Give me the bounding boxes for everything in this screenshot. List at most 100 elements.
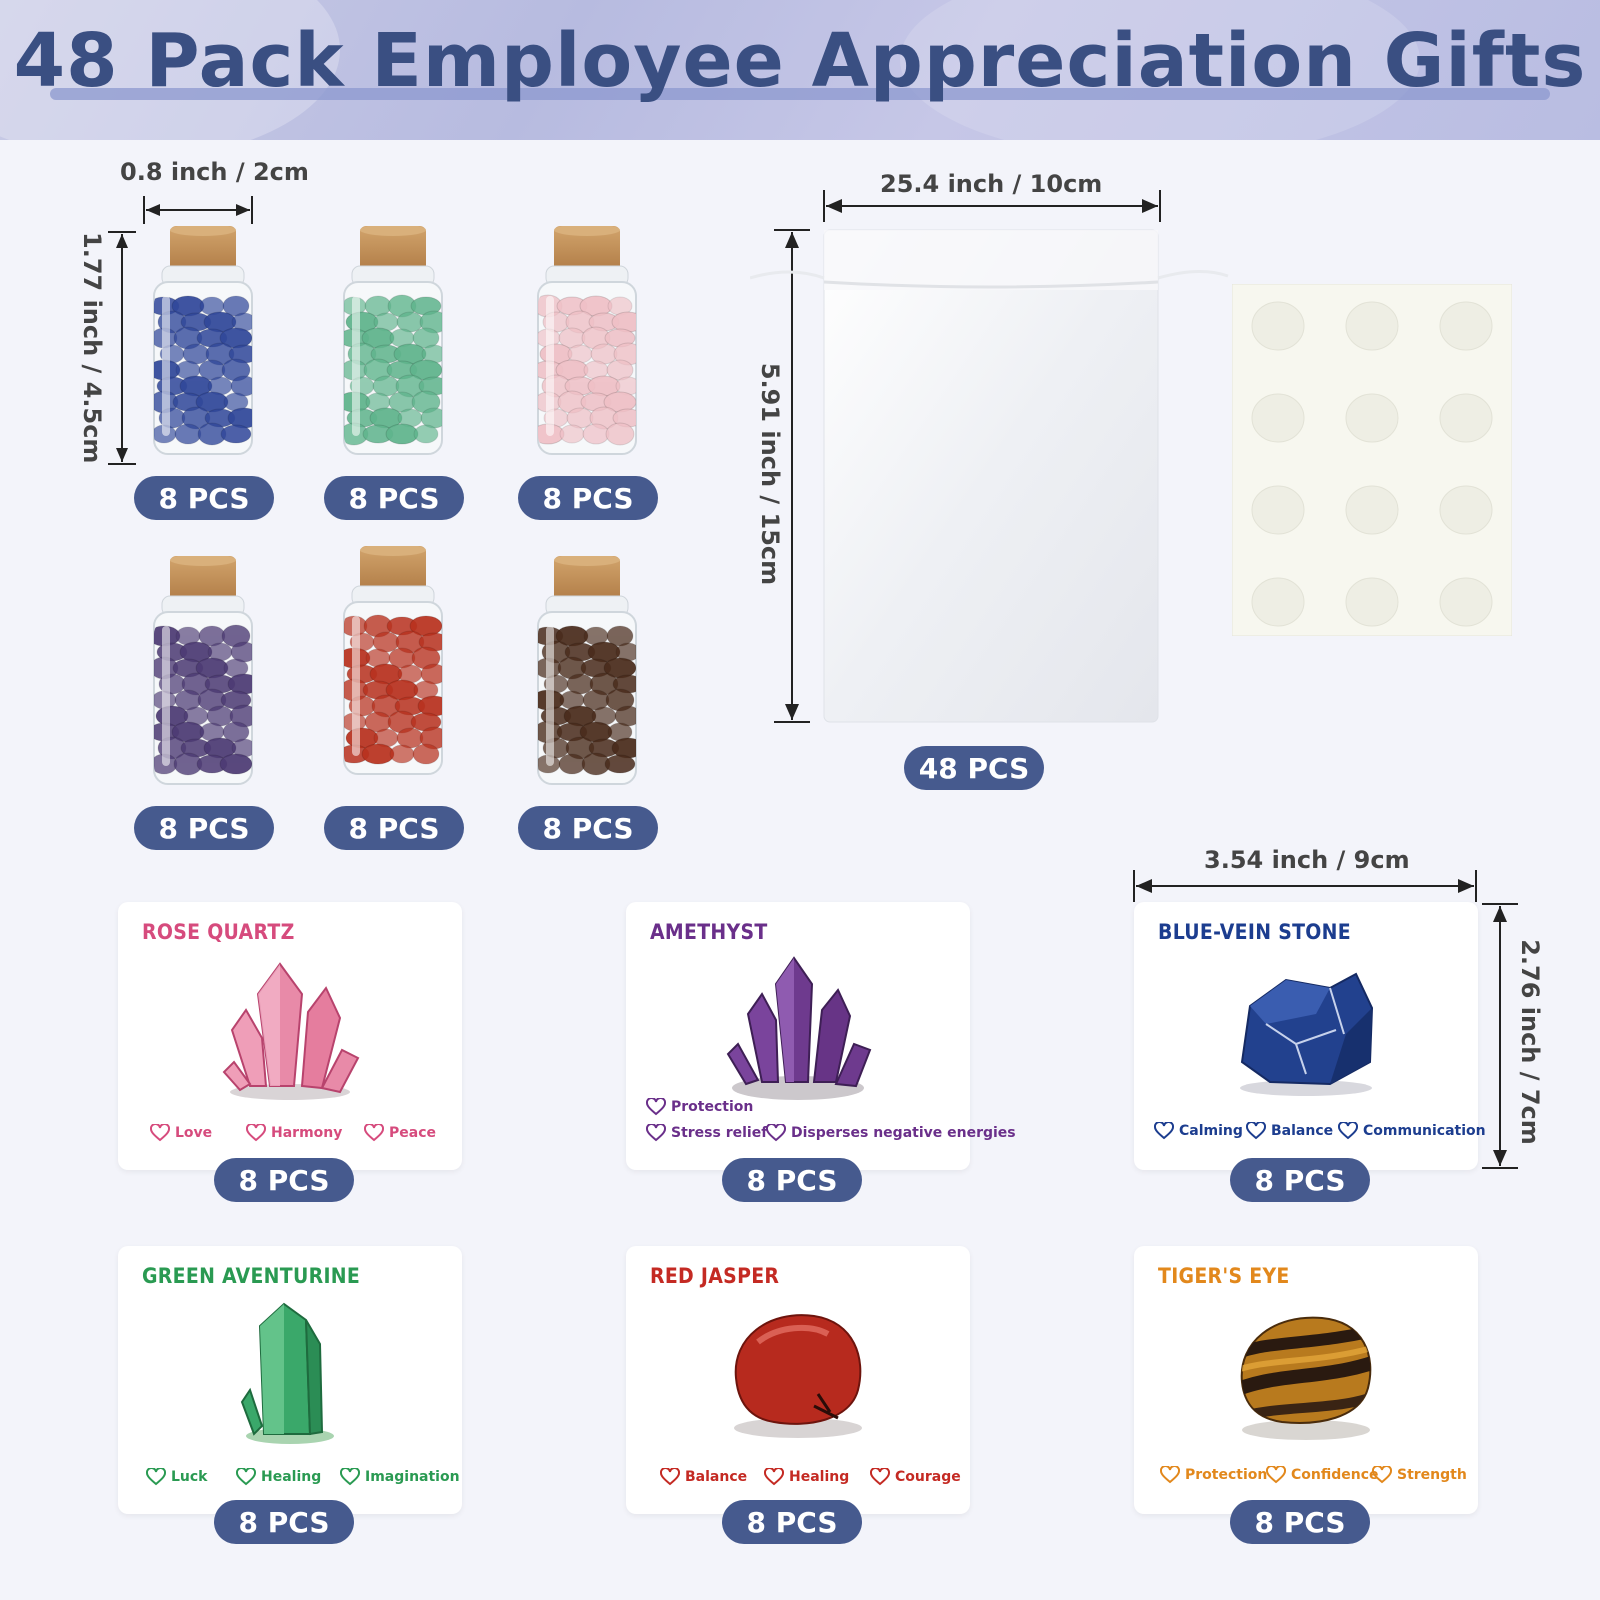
jar-quantity-badge: 8 PCS bbox=[324, 476, 464, 520]
card-title: TIGER'S EYE bbox=[1158, 1264, 1290, 1288]
card-property-label: Calming bbox=[1179, 1123, 1243, 1139]
jar-sodalite bbox=[148, 224, 258, 462]
card-height-arrow bbox=[1482, 903, 1518, 1169]
heart-icon bbox=[146, 1468, 166, 1486]
stone-illustration bbox=[1226, 1298, 1386, 1448]
card-property-label: Communication bbox=[1363, 1123, 1486, 1139]
stone-card-green-aventurine: GREEN AVENTURINE Luck Healing Imagination bbox=[118, 1246, 462, 1514]
heart-icon bbox=[1154, 1122, 1174, 1140]
card-quantity-badge: 8 PCS bbox=[214, 1158, 354, 1202]
heart-icon bbox=[646, 1098, 666, 1116]
card-title: ROSE QUARTZ bbox=[142, 920, 295, 944]
card-property: Confidence bbox=[1266, 1466, 1379, 1484]
title-underline bbox=[50, 88, 1550, 100]
card-property: Communication bbox=[1338, 1122, 1486, 1140]
stone-illustration bbox=[718, 954, 878, 1104]
card-height-dimension: 2.76 inch / 7cm bbox=[1516, 939, 1544, 1145]
stone-illustration bbox=[718, 1298, 878, 1448]
stone-card-red-jasper: RED JASPER Balance Healing Courage bbox=[626, 1246, 970, 1514]
card-property-label: Healing bbox=[789, 1469, 850, 1485]
bag-height-arrow bbox=[774, 229, 810, 723]
heart-icon bbox=[150, 1124, 170, 1142]
card-property-label: Love bbox=[175, 1125, 213, 1141]
card-property: Luck bbox=[146, 1468, 208, 1486]
card-property: Peace bbox=[364, 1124, 436, 1142]
card-title: AMETHYST bbox=[650, 920, 768, 944]
stone-illustration bbox=[210, 1298, 370, 1448]
bag-width-arrow bbox=[823, 190, 1161, 222]
stone-card-amethyst: AMETHYST Protection Stress relief Disperse… bbox=[626, 902, 1016, 1170]
page-title: 48 Pack Employee Appreciation Gifts bbox=[13, 18, 1587, 104]
card-property: Balance bbox=[1246, 1122, 1333, 1140]
heart-icon bbox=[766, 1124, 786, 1142]
jar-quantity-badge: 8 PCS bbox=[134, 806, 274, 850]
jar-height-dimension: 1.77 inch / 4.5cm bbox=[78, 232, 106, 464]
card-property-label: Balance bbox=[685, 1469, 748, 1485]
jar-rose-quartz bbox=[532, 224, 642, 462]
card-quantity-badge: 8 PCS bbox=[1230, 1158, 1370, 1202]
card-property: Disperses negative energies bbox=[766, 1124, 1016, 1142]
card-title: GREEN AVENTURINE bbox=[142, 1264, 361, 1288]
card-property-label: Harmony bbox=[271, 1125, 343, 1141]
heart-icon bbox=[1338, 1122, 1358, 1140]
heart-icon bbox=[364, 1124, 384, 1142]
stone-card-rose-quartz: ROSE QUARTZ Love Harmony Peace bbox=[118, 902, 462, 1170]
heart-icon bbox=[1160, 1466, 1180, 1484]
jar-quantity-badge: 8 PCS bbox=[324, 806, 464, 850]
card-property: Strength bbox=[1372, 1466, 1467, 1484]
heart-icon bbox=[646, 1124, 666, 1142]
card-property: Healing bbox=[764, 1468, 849, 1486]
card-property: Stress relief bbox=[646, 1124, 767, 1142]
card-quantity-badge: 8 PCS bbox=[214, 1500, 354, 1544]
card-property: Imagination bbox=[340, 1468, 460, 1486]
card-property: Love bbox=[150, 1124, 212, 1142]
stone-card-blue-vein-stone: BLUE-VEIN STONE Calming Balance Communicat… bbox=[1134, 902, 1486, 1170]
card-property-label: Courage bbox=[895, 1469, 961, 1485]
heart-icon bbox=[1266, 1466, 1286, 1484]
bag-width-dimension: 25.4 inch / 10cm bbox=[880, 170, 1103, 198]
card-quantity-badge: 8 PCS bbox=[722, 1158, 862, 1202]
card-title: RED JASPER bbox=[650, 1264, 780, 1288]
glue-dot-sheet bbox=[1232, 284, 1512, 636]
card-width-arrow bbox=[1133, 870, 1477, 902]
jar-green-aventurine bbox=[338, 224, 448, 462]
card-property-label: Balance bbox=[1271, 1123, 1334, 1139]
card-width-dimension: 3.54 inch / 9cm bbox=[1204, 846, 1410, 874]
heart-icon bbox=[764, 1468, 784, 1486]
jar-amethyst bbox=[148, 554, 258, 792]
jar-tigers-eye bbox=[532, 554, 642, 792]
card-property: Healing bbox=[236, 1468, 321, 1486]
card-quantity-badge: 8 PCS bbox=[722, 1500, 862, 1544]
card-property: Courage bbox=[870, 1468, 961, 1486]
card-property-label: Luck bbox=[171, 1469, 208, 1485]
card-property-label: Peace bbox=[389, 1125, 436, 1141]
jar-width-dimension: 0.8 inch / 2cm bbox=[120, 158, 309, 186]
card-property: Balance bbox=[660, 1468, 747, 1486]
card-property: Harmony bbox=[246, 1124, 342, 1142]
card-property: Calming bbox=[1154, 1122, 1243, 1140]
heart-icon bbox=[236, 1468, 256, 1486]
organza-bag bbox=[750, 229, 1229, 723]
heart-icon bbox=[340, 1468, 360, 1486]
jar-red-jasper bbox=[338, 544, 448, 782]
jar-height-arrow bbox=[108, 231, 136, 465]
heart-icon bbox=[870, 1468, 890, 1486]
heart-icon bbox=[1372, 1466, 1392, 1484]
stone-illustration bbox=[1226, 954, 1386, 1104]
card-property-label: Imagination bbox=[365, 1469, 460, 1485]
card-property-label: Strength bbox=[1397, 1467, 1467, 1483]
jar-quantity-badge: 8 PCS bbox=[134, 476, 274, 520]
card-quantity-badge: 8 PCS bbox=[1230, 1500, 1370, 1544]
heart-icon bbox=[1246, 1122, 1266, 1140]
jar-width-arrow bbox=[143, 196, 253, 224]
heart-icon bbox=[660, 1468, 680, 1486]
card-property-label: Protection bbox=[671, 1099, 754, 1115]
bag-quantity-badge: 48 PCS bbox=[904, 746, 1044, 790]
card-property-label: Disperses negative energies bbox=[791, 1125, 1016, 1141]
stone-card-tiger-s-eye: TIGER'S EYE Protection Confidence Strength bbox=[1134, 1246, 1478, 1514]
header-banner: 48 Pack Employee Appreciation Gifts bbox=[0, 0, 1600, 140]
stone-illustration bbox=[210, 954, 370, 1104]
card-property-label: Stress relief bbox=[671, 1125, 768, 1141]
heart-icon bbox=[246, 1124, 266, 1142]
jar-quantity-badge: 8 PCS bbox=[518, 806, 658, 850]
